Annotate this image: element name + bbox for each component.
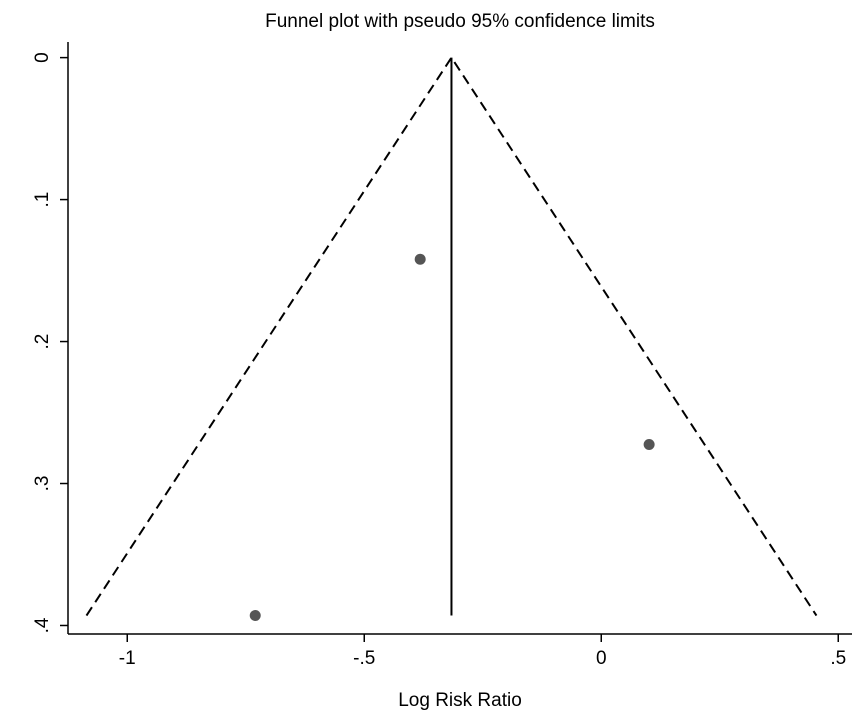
y-tick-label: .1 <box>32 192 53 208</box>
y-tick-label: .3 <box>32 476 53 492</box>
chart-title: Funnel plot with pseudo 95% confidence l… <box>265 11 655 32</box>
x-axis-label: Log Risk Ratio <box>398 690 522 711</box>
confidence-limit <box>85 55 818 617</box>
study-point <box>643 438 655 450</box>
y-tick-label: 0 <box>32 52 53 63</box>
y-tick-label: .2 <box>32 334 53 350</box>
y-tick-label: .4 <box>32 617 53 633</box>
x-tick-label: -.5 <box>353 648 375 669</box>
study-point <box>249 610 261 622</box>
study-point <box>414 253 426 265</box>
x-tick-label: -1 <box>119 648 136 669</box>
x-tick-label: .5 <box>830 648 846 669</box>
x-tick-label: 0 <box>596 648 607 669</box>
